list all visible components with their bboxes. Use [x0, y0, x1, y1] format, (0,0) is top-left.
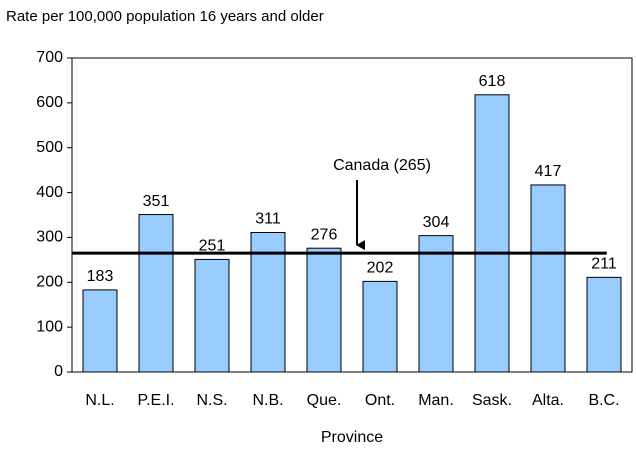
data-label: 251: [199, 238, 226, 255]
y-tick-label: 500: [36, 139, 63, 156]
data-label: 351: [143, 193, 170, 210]
x-tick-label: Que.: [307, 392, 342, 409]
bar: [194, 258, 230, 373]
y-tick-label: 100: [36, 318, 63, 335]
data-label: 276: [311, 226, 338, 243]
bar: [306, 247, 342, 373]
bar: [138, 214, 174, 373]
y-tick-label: 600: [36, 94, 63, 111]
plot-area: [71, 57, 633, 373]
y-tick-label: 700: [36, 49, 63, 66]
bar: [586, 276, 622, 373]
data-label: 211: [591, 256, 617, 273]
bar: [474, 94, 510, 373]
bar: [362, 280, 398, 373]
reference-label: Canada (265): [333, 157, 431, 174]
chart-title: Rate per 100,000 population 16 years and…: [6, 8, 324, 25]
data-label: 304: [423, 214, 450, 231]
y-tick-label: 0: [54, 363, 63, 380]
x-axis-title: Province: [321, 429, 383, 446]
x-tick-label: Man.: [418, 392, 454, 409]
bar: [530, 184, 566, 373]
y-tick-label: 400: [36, 184, 63, 201]
x-tick-label: Sask.: [472, 392, 512, 409]
y-tick-label: 300: [36, 229, 63, 246]
bar: [250, 231, 286, 373]
data-label: 618: [479, 73, 506, 90]
x-tick-label: N.L.: [85, 392, 114, 409]
x-tick-label: B.C.: [588, 392, 619, 409]
y-tick-label: 200: [36, 274, 63, 291]
data-label: 183: [87, 268, 114, 285]
data-label: 311: [255, 211, 281, 228]
x-tick-label: N.B.: [252, 392, 283, 409]
x-tick-label: Alta.: [532, 392, 564, 409]
data-label: 417: [535, 163, 562, 180]
x-tick-label: Ont.: [365, 392, 395, 409]
x-tick-label: N.S.: [196, 392, 227, 409]
x-tick-label: P.E.I.: [137, 392, 174, 409]
bar: [418, 235, 454, 373]
data-label: 202: [367, 260, 394, 277]
bar: [82, 289, 118, 373]
